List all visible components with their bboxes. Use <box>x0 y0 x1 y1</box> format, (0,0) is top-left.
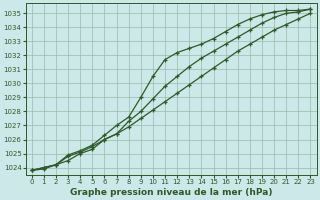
X-axis label: Graphe pression niveau de la mer (hPa): Graphe pression niveau de la mer (hPa) <box>70 188 272 197</box>
